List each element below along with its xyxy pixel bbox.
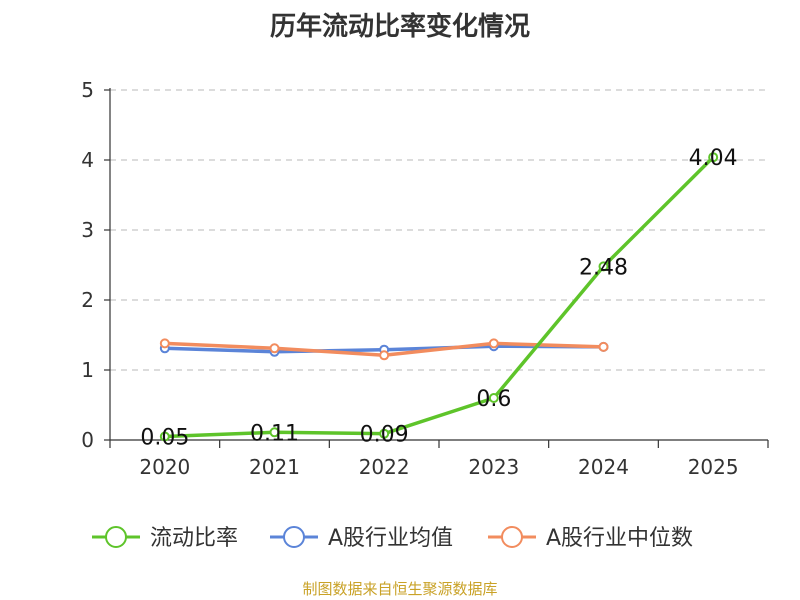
point-2-2020: [159, 338, 170, 349]
y-tick-label: 4: [81, 148, 94, 172]
point-0-2020: [159, 431, 170, 442]
y-tick-label: 0: [81, 428, 94, 452]
x-tick-label-2025: 2025: [688, 455, 739, 479]
legend-marker: [105, 526, 127, 548]
data-label-2021: 0.11: [250, 421, 299, 446]
point-2-2023: [488, 338, 499, 349]
legend: 流动比率 A股行业均值 A股行业中位数: [92, 526, 693, 551]
point-0-2022: [379, 428, 390, 439]
point-2-2022: [379, 350, 390, 361]
grid-lines: [110, 89, 768, 371]
legend-item-0: 流动比率: [92, 526, 238, 551]
chart-title: 历年流动比率变化情况: [269, 12, 530, 42]
data-label-2023: 0.6: [476, 387, 511, 412]
source-note: 制图数据来自恒生聚源数据库: [302, 580, 498, 598]
data-label-2024: 2.48: [579, 255, 628, 280]
point-2-2024: [598, 341, 609, 352]
data-labels: 0.05 0.11 0.09 0.6 2.48 4.04: [140, 146, 737, 450]
y-tick-label: 2: [81, 288, 94, 312]
x-tick-label-2023: 2023: [468, 455, 519, 479]
legend-item-2: A股行业中位数: [488, 526, 693, 551]
data-label-2025: 4.04: [689, 146, 738, 171]
point-0-2023: [488, 393, 499, 403]
y-tick-label: 3: [81, 218, 94, 242]
legend-label: 流动比率: [150, 526, 238, 551]
x-tick-label-2024: 2024: [578, 455, 629, 479]
legend-label: A股行业中位数: [546, 526, 693, 551]
point-2-2021: [269, 343, 280, 354]
x-tick-label-2022: 2022: [359, 455, 410, 479]
point-0-2024: [598, 261, 609, 272]
y-tick-label: 5: [81, 78, 94, 102]
data-label-2022: 0.09: [360, 423, 409, 448]
series-layer: [159, 152, 719, 442]
data-label-2020: 0.05: [140, 426, 189, 451]
series-line-0: [163, 155, 715, 439]
x-tick-label-2020: 2020: [139, 455, 190, 479]
point-0-2021: [269, 427, 280, 438]
legend-item-1: A股行业均值: [270, 526, 453, 551]
legend-marker: [283, 526, 305, 548]
axes: 0 1 2 3 4 5 2020 2021 2022 2023 2024 2025: [81, 78, 769, 479]
legend-label: A股行业均值: [328, 526, 453, 551]
legend-marker: [501, 526, 523, 548]
x-tick-label-2021: 2021: [249, 455, 300, 479]
point-0-2025: [708, 152, 719, 163]
y-tick-label: 1: [81, 358, 94, 382]
